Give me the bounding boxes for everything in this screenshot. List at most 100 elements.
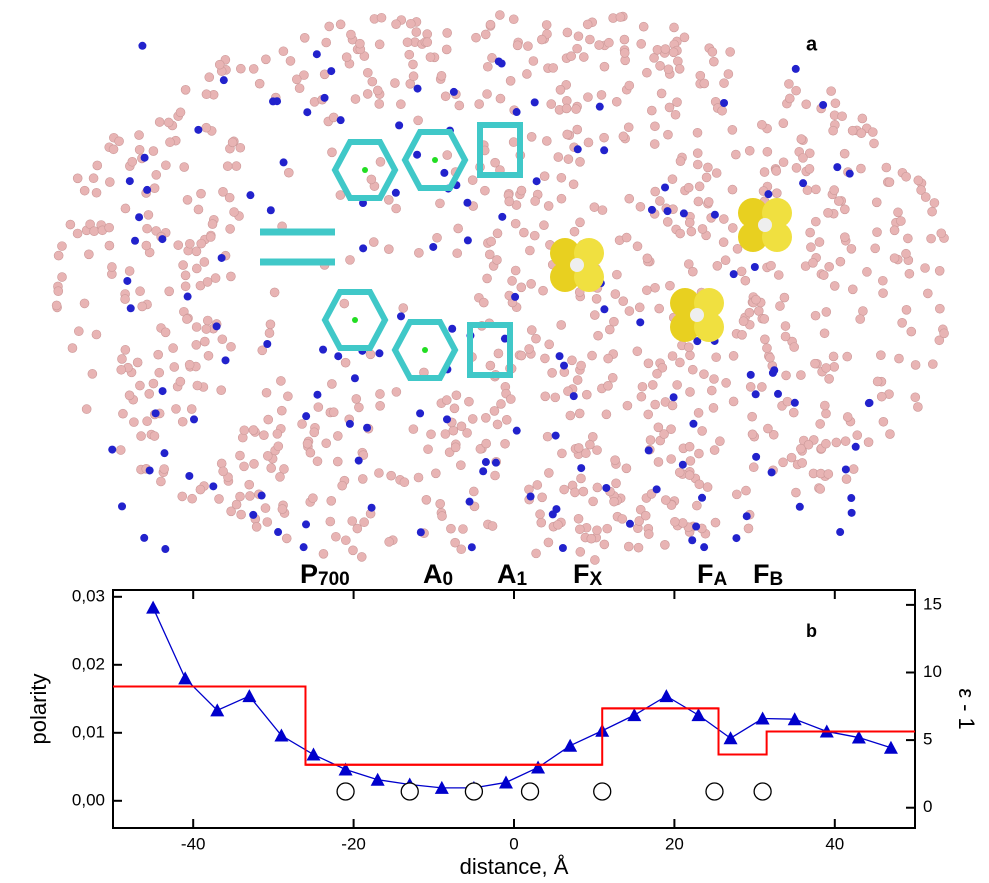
water-atom [772, 188, 782, 198]
water-atom [153, 349, 163, 360]
ion-atom [279, 158, 288, 167]
water-atom [655, 61, 665, 71]
water-atom [632, 346, 643, 357]
water-atom [482, 273, 492, 284]
ion-atom [249, 510, 258, 519]
water-atom [65, 219, 76, 230]
water-atom [142, 416, 152, 427]
water-atom [456, 544, 467, 555]
water-atom [685, 456, 696, 466]
water-atom [522, 69, 532, 79]
water-atom [701, 172, 712, 183]
ion-atom [266, 206, 275, 215]
water-atom [266, 463, 277, 473]
panel-label: b [806, 621, 817, 641]
water-atom [225, 224, 235, 234]
water-atom [143, 210, 154, 220]
ion-atom [463, 198, 472, 207]
molecular-scene [51, 10, 949, 565]
water-atom [771, 166, 782, 176]
water-atom [510, 218, 521, 229]
ion-atom [145, 466, 154, 475]
water-atom [426, 429, 436, 440]
ion-atom [764, 190, 773, 199]
ion-atom [413, 150, 422, 159]
y2-tick-label: 5 [923, 730, 932, 749]
site-subscript: A [714, 569, 728, 590]
marker-circle [520, 782, 540, 801]
water-atom [149, 431, 160, 441]
water-atom [692, 127, 703, 138]
chlorophyll [391, 319, 459, 381]
ion-atom [847, 508, 856, 517]
water-atom [623, 122, 634, 133]
ion-atom [467, 543, 476, 552]
water-atom [923, 288, 933, 299]
water-atom [815, 484, 826, 494]
marker-triangle [563, 738, 578, 752]
water-atom [655, 196, 665, 206]
water-atom [359, 517, 369, 528]
water-atom [657, 362, 668, 373]
water-atom [736, 266, 747, 277]
water-atom [847, 125, 858, 136]
water-atom [697, 224, 708, 234]
water-atom [489, 406, 500, 416]
water-atom [182, 195, 193, 205]
water-atom [618, 131, 629, 142]
water-atom [469, 486, 479, 497]
water-atom [341, 535, 351, 546]
water-atom [672, 380, 682, 390]
water-atom [811, 184, 821, 195]
water-atom [351, 394, 362, 404]
water-atom [575, 217, 585, 228]
water-atom [251, 522, 262, 532]
plot-frame [112, 589, 916, 829]
water-atom [901, 305, 912, 315]
water-atom [129, 417, 139, 427]
water-atom [694, 479, 705, 490]
ion-atom [636, 318, 645, 327]
water-atom [413, 115, 423, 126]
site-letter: F [753, 559, 770, 589]
water-atom [592, 445, 602, 455]
water-atom [441, 44, 452, 55]
water-atom [781, 370, 791, 381]
water-atom [553, 152, 564, 162]
water-atom [367, 76, 378, 87]
water-atom [826, 86, 836, 96]
water-atom [823, 208, 833, 218]
water-atom [331, 531, 341, 542]
water-atom [640, 510, 651, 521]
water-atom [276, 376, 286, 386]
water-atom [663, 64, 674, 75]
ion-atom [767, 468, 776, 477]
water-atom [699, 78, 710, 89]
water-atom [493, 348, 504, 359]
water-atom [440, 429, 451, 439]
water-atom [782, 396, 793, 407]
quinone [467, 322, 513, 378]
water-atom [523, 41, 533, 51]
water-atom [773, 270, 784, 280]
water-atom [341, 52, 352, 62]
water-atom [842, 412, 853, 422]
water-atom [707, 47, 718, 57]
water-atom [805, 227, 815, 238]
marker-triangle [306, 747, 321, 761]
water-atom [744, 145, 755, 156]
ion-atom [532, 177, 541, 186]
site-subscript: 1 [517, 569, 528, 590]
water-atom [611, 478, 621, 489]
ion-atom [750, 262, 759, 271]
ion-atom [688, 536, 697, 545]
ion-atom [768, 368, 777, 377]
water-atom [486, 236, 497, 247]
ion-atom [799, 179, 808, 188]
ion-atom [303, 108, 312, 117]
water-atom [214, 494, 224, 504]
marker-triangle [210, 703, 225, 717]
water-atom [596, 90, 607, 100]
water-atom [638, 21, 649, 32]
water-atom [650, 399, 660, 410]
